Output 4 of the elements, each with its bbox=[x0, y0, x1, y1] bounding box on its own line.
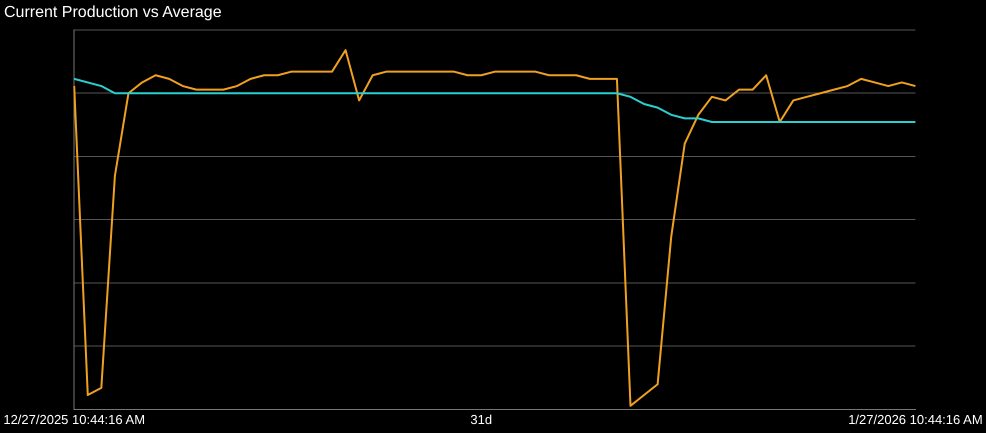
x-tick-label: 31d bbox=[470, 412, 492, 427]
x-tick-label: 1/27/2026 10:44:16 AM bbox=[848, 412, 983, 427]
chart-title: Current Production vs Average bbox=[4, 4, 222, 22]
x-tick-label: 12/27/2025 10:44:16 AM bbox=[3, 412, 146, 427]
